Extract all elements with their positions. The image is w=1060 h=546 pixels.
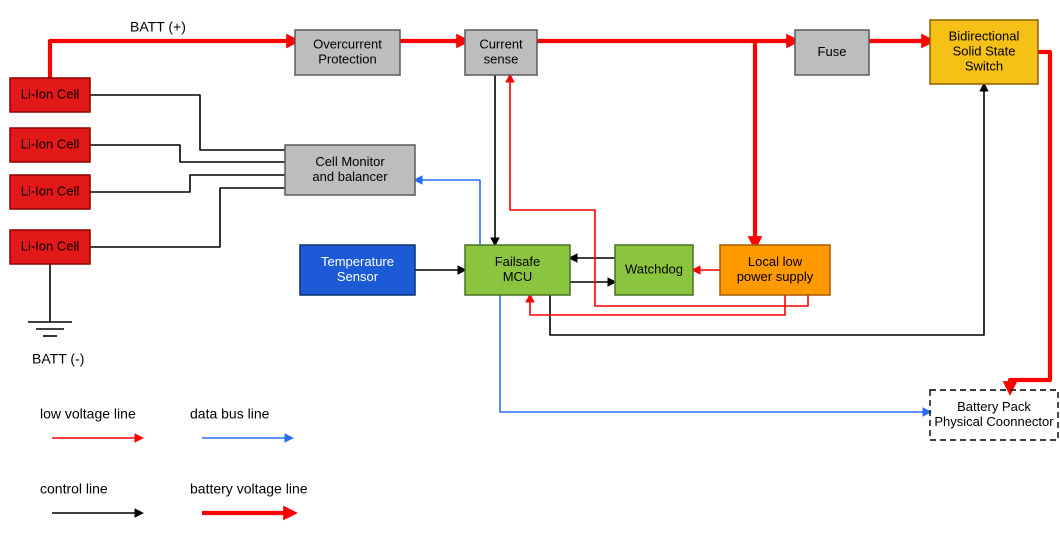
block-connector-text2: Physical Coonnector (934, 414, 1054, 429)
edge-cell2-mon (90, 145, 285, 162)
edge-mcu-conn-data (500, 295, 930, 412)
battery-bms-diagram: Li-Ion Cell Li-Ion Cell Li-Ion Cell Li-Ion … (0, 0, 1060, 546)
block-tsense-text1: Temperature (321, 254, 394, 269)
block-ovp: OvercurrentProtection (295, 30, 400, 75)
block-cellmon-text2: and balancer (312, 169, 388, 184)
block-csense-text2: sense (484, 51, 519, 66)
block-cellmon-text1: Cell Monitor (315, 154, 385, 169)
block-cellmon: Cell Monitorand balancer (285, 145, 415, 195)
block-mcu-text2: MCU (503, 269, 533, 284)
block-mcu-text1: Failsafe (495, 254, 541, 269)
block-psu: Local lowpower supply (720, 245, 830, 295)
block-connector-text1: Battery Pack (957, 399, 1031, 414)
block-ovp-text1: Overcurrent (313, 36, 382, 51)
edge-psu-mcu (530, 295, 785, 315)
block-cell1: Li-Ion Cell (10, 78, 90, 112)
edge-cell3-mon (90, 175, 285, 192)
block-cell4: Li-Ion Cell (10, 230, 90, 264)
edge-batt-top (50, 41, 295, 78)
block-cell3-text1: Li-Ion Cell (21, 183, 80, 198)
block-sswitch-text2: Solid State (953, 43, 1016, 58)
block-psu-text1: Local low (748, 254, 803, 269)
block-cell2: Li-Ion Cell (10, 128, 90, 162)
blocks: Li-Ion Cell Li-Ion Cell Li-Ion Cell Li-Ion … (10, 20, 1058, 440)
block-connector: Battery PackPhysical Coonnector (930, 390, 1058, 440)
block-fuse: Fuse (795, 30, 869, 75)
edge-switch-conn (1010, 52, 1050, 390)
block-cell1-text1: Li-Ion Cell (21, 86, 80, 101)
block-cell4-text1: Li-Ion Cell (21, 238, 80, 253)
block-wdog: Watchdog (615, 245, 693, 295)
label-legend_db: data bus line (190, 406, 270, 422)
block-ovp-text2: Protection (318, 51, 377, 66)
ground-symbol (28, 264, 72, 336)
block-psu-text2: power supply (737, 269, 814, 284)
label-legend_lv: low voltage line (40, 406, 136, 422)
label-batt_plus: BATT (+) (130, 19, 186, 35)
label-legend_bv: battery voltage line (190, 481, 308, 497)
block-sswitch-text3: Switch (965, 58, 1003, 73)
edge-cell4-mon (90, 188, 285, 247)
block-tsense-text2: Sensor (337, 269, 379, 284)
edge-mcu-cellmon (415, 180, 480, 245)
block-cell2-text1: Li-Ion Cell (21, 136, 80, 151)
block-csense-text1: Current (479, 36, 523, 51)
block-fuse-text1: Fuse (818, 44, 847, 59)
block-cell3: Li-Ion Cell (10, 175, 90, 209)
block-tsense: TemperatureSensor (300, 245, 415, 295)
edge-mcu-switch (550, 84, 984, 335)
block-sswitch-text1: Bidirectional (949, 28, 1020, 43)
block-mcu: FailsafeMCU (465, 245, 570, 295)
block-wdog-text1: Watchdog (625, 261, 683, 276)
edges (50, 41, 1050, 412)
label-legend_ctl: control line (40, 481, 108, 497)
label-batt_minus: BATT (-) (32, 351, 84, 367)
edge-cell1-mon (90, 95, 285, 150)
block-csense: Currentsense (465, 30, 537, 75)
block-sswitch: BidirectionalSolid StateSwitch (930, 20, 1038, 84)
